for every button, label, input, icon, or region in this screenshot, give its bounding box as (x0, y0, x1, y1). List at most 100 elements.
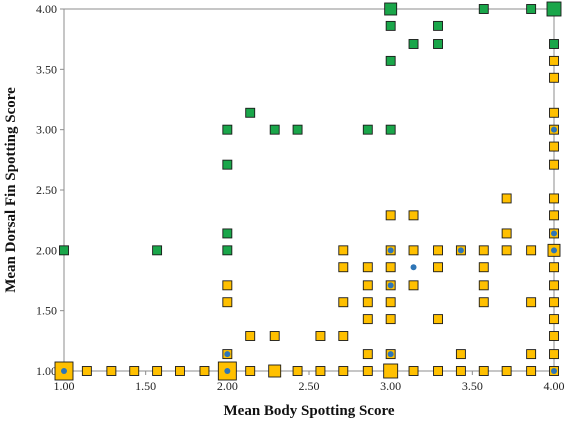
green-square-point (433, 20, 443, 31)
yellow-square-point (315, 366, 326, 376)
yellow-square-point (433, 366, 443, 376)
yellow-square-point (385, 297, 396, 308)
green-square-point (478, 4, 489, 14)
green-square-point (408, 39, 419, 49)
x-tick-label: 4.00 (544, 379, 565, 393)
y-tick-label: 4.00 (36, 2, 57, 16)
blue-dot-point (387, 282, 394, 289)
y-tick-label: 3.00 (36, 123, 57, 137)
yellow-square-point (106, 366, 117, 376)
y-tick-label: 2.00 (36, 243, 57, 257)
yellow-square-point (362, 297, 373, 308)
yellow-square-point (478, 297, 489, 308)
yellow-square-point (549, 159, 559, 170)
blue-dot-point (551, 126, 557, 133)
y-tick-label: 2.50 (36, 183, 57, 197)
yellow-square-point (268, 364, 282, 378)
x-tick-label: 3.50 (462, 379, 483, 393)
blue-dot-point (61, 368, 67, 374)
x-tick-label: 2.50 (299, 379, 320, 393)
yellow-square-point (549, 107, 559, 118)
x-tick-label: 1.50 (135, 379, 156, 393)
yellow-square-point (549, 55, 559, 66)
green-square-point (385, 55, 396, 66)
green-square-point (222, 124, 233, 135)
yellow-square-point (478, 366, 489, 376)
yellow-square-point (362, 366, 373, 376)
blue-dot-point (551, 230, 557, 237)
y-tick-label: 1.50 (36, 304, 57, 318)
yellow-square-point (408, 280, 419, 291)
yellow-square-point (549, 72, 559, 83)
y-tick-label: 3.50 (36, 62, 57, 76)
blue-dot-point (410, 264, 417, 271)
plot-frame (63, 8, 555, 372)
yellow-square-point (385, 210, 396, 221)
yellow-square-point (269, 331, 280, 341)
green-square-point (292, 124, 303, 135)
y-tick-label: 1.00 (36, 364, 57, 378)
yellow-square-point (81, 366, 92, 376)
yellow-square-point (549, 210, 559, 221)
yellow-square-point (385, 262, 396, 273)
blue-dot-point (224, 368, 231, 374)
green-square-point (362, 124, 373, 135)
yellow-square-point (385, 314, 396, 325)
blue-dot-point (387, 247, 394, 254)
yellow-square-point (362, 349, 373, 360)
green-square-point (526, 4, 537, 14)
yellow-square-point (501, 245, 512, 256)
yellow-square-point (549, 331, 559, 341)
x-axis-title: Mean Body Spotting Score (224, 403, 395, 419)
blue-dot-point (387, 351, 394, 358)
yellow-square-point (549, 280, 559, 291)
yellow-square-point (478, 280, 489, 291)
x-tick-label: 3.00 (380, 379, 401, 393)
blue-dot-point (551, 247, 557, 254)
yellow-square-point (549, 349, 559, 360)
yellow-square-point (338, 297, 349, 308)
green-square-point (222, 245, 233, 256)
yellow-square-point (383, 363, 399, 379)
x-axis-ticks: 1.00 1.50 2.00 2.50 3.00 3.50 4.00 (54, 371, 565, 393)
yellow-square-point (338, 245, 349, 256)
green-square-point (546, 1, 562, 17)
yellow-square-point (245, 366, 256, 376)
yellow-square-point (338, 366, 349, 376)
yellow-square-point (526, 297, 537, 308)
yellow-square-point (408, 210, 419, 221)
yellow-square-point (549, 141, 559, 152)
green-square-point (385, 124, 396, 135)
green-square-point (433, 39, 443, 49)
yellow-square-point (433, 245, 443, 256)
x-tick-label: 2.00 (217, 379, 238, 393)
yellow-square-point (478, 245, 489, 256)
yellow-square-point (526, 366, 537, 376)
yellow-square-point (245, 331, 256, 341)
yellow-square-point (129, 366, 140, 376)
yellow-square-point (222, 280, 233, 291)
yellow-square-point (408, 245, 419, 256)
yellow-square-point (199, 366, 210, 376)
yellow-square-point (433, 262, 443, 273)
yellow-square-point (501, 228, 512, 239)
yellow-square-point (362, 280, 373, 291)
yellow-square-point (315, 331, 326, 341)
yellow-square-point (433, 314, 443, 325)
yellow-square-point (175, 366, 185, 376)
yellow-square-point (455, 349, 466, 360)
green-square-point (549, 39, 559, 49)
green-square-point (245, 107, 256, 118)
blue-dot-point (551, 368, 557, 374)
x-tick-label: 1.00 (54, 379, 75, 393)
yellow-square-point (362, 262, 373, 273)
green-square-point (385, 20, 396, 31)
blue-dot-point (457, 247, 464, 254)
yellow-square-point (408, 366, 419, 376)
data-points (54, 1, 562, 381)
blue-dot-point (224, 351, 231, 358)
yellow-square-point (526, 245, 537, 256)
yellow-square-point (292, 366, 303, 376)
yellow-square-point (338, 262, 349, 273)
green-square-point (152, 245, 163, 256)
